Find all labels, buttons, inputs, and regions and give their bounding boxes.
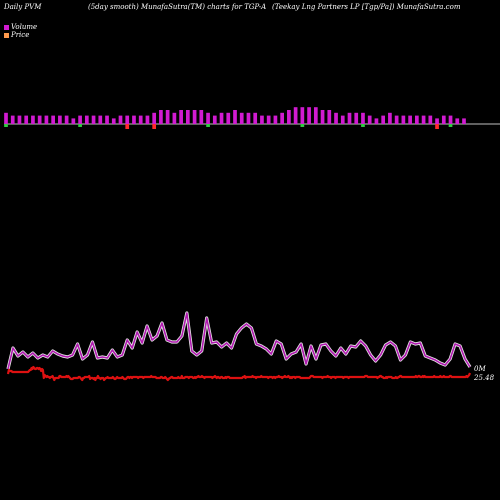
volume-bar [347,112,352,124]
volume-bar [165,110,170,124]
volume-bar [226,112,231,124]
volume-bar [125,115,130,124]
volume-bar [219,112,224,124]
volume-bar [199,110,204,124]
volume-bar [58,115,62,124]
volume-bar [17,115,22,124]
volume-bar [233,110,237,124]
volume-bar-marker [361,124,365,127]
volume-bar [300,107,305,124]
volume-bar [84,115,89,124]
volume-bar [435,118,439,124]
volume-bar [91,115,96,124]
volume-bar [415,115,419,124]
chart-header-left: Daily PVM [4,3,42,11]
volume-bar [394,115,399,124]
volume-bar-marker [152,124,157,129]
legend-price: Price [4,31,29,39]
legend-price-swatch [4,32,9,38]
volume-bar [361,112,365,124]
volume-bar-marker [448,124,453,127]
volume-bar [266,115,271,124]
volume-bar [334,112,338,124]
volume-bar [98,115,103,124]
volume-bar [428,115,433,124]
volume-bar [78,115,82,124]
volume-bar [132,115,136,124]
volume-bar [441,115,446,124]
price-end-label: 25.48 [473,374,495,382]
volume-bar [105,115,109,124]
legend-volume-swatch [4,24,9,30]
volume-bar [388,112,392,124]
volume-bar [408,115,412,124]
volume-bar [340,115,345,124]
volume-bar [421,115,426,124]
volume-bar [280,112,284,124]
volume-bar [192,110,197,124]
legend-price-label: Price [11,31,30,39]
volume-bar [145,115,150,124]
volume-bar [138,115,143,124]
volume-bar [71,118,76,124]
chart-header-right: (Teekay Lng Partners LP [Tgp/Pa]) Munafa… [272,3,461,11]
volume-bar-marker [125,124,130,129]
volume-end-label: 0M [474,365,486,373]
volume-bar [4,112,8,124]
volume-bar [186,110,190,124]
volume-bar [24,115,29,124]
volume-bar [374,118,379,124]
volume-bar [367,115,372,124]
volume-bar [172,112,177,124]
volume-bar-marker [4,124,8,127]
legend-volume-label: Volume [11,23,38,31]
volume-bar [313,107,318,124]
volume-line [7,312,471,370]
volume-bar-marker [435,124,439,129]
volume-bar [10,115,15,124]
volume-bar [462,118,466,124]
volume-bar [381,115,386,124]
chart-header-center: (5day smooth) MunafaSutra(TM) charts for… [88,3,267,11]
volume-bar [111,118,116,124]
volume-bar [44,115,49,124]
volume-bar [307,107,311,124]
volume-bar [64,115,69,124]
volume-bar-marker [206,124,210,127]
volume-bar [118,115,123,124]
volume-bar [51,115,55,124]
volume-bar [31,115,35,124]
volume-bar [293,107,298,124]
volume-bar-marker [300,124,305,127]
volume-bar [320,110,325,124]
volume-bar [37,115,42,124]
volume-bar [239,112,244,124]
volume-bar [253,112,258,124]
volume-bar [273,115,278,124]
volume-bar [179,110,183,124]
legend-volume: Volume [4,23,37,31]
price-line [6,365,472,382]
volume-bar [401,115,406,124]
volume-bar [448,115,453,124]
volume-bar [260,115,264,124]
volume-bar [152,112,157,124]
volume-bar-marker [78,124,82,127]
volume-bar [455,118,460,124]
volume-bar [354,112,359,124]
volume-bar [287,110,291,124]
volume-bar [246,112,251,124]
volume-bar [159,110,163,124]
volume-bar [327,110,332,124]
volume-bar [212,115,217,124]
volume-bar [206,112,210,124]
